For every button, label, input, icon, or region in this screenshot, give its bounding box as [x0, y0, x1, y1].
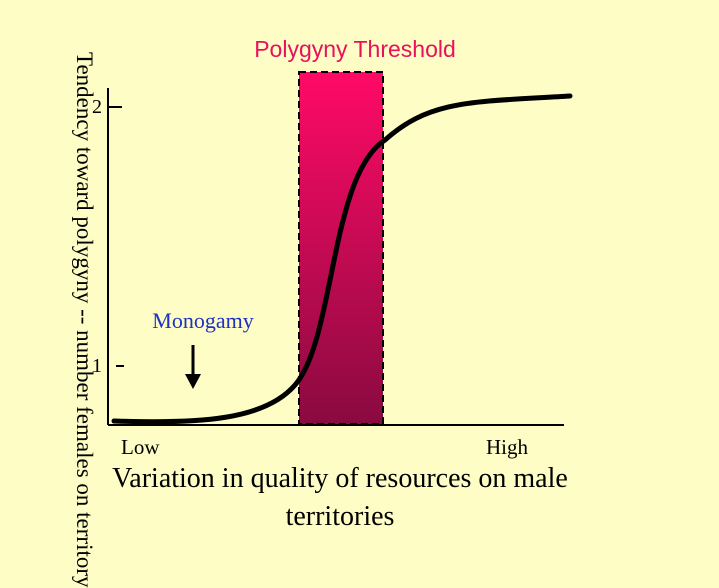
diagram-canvas: 2 1 Polygyny Threshold Monogamy Low High… [72, 36, 573, 588]
polygyny-curve [111, 93, 573, 425]
polygyny-threshold-box [298, 71, 384, 425]
x-tick-label-low: Low [121, 435, 160, 459]
x-tick-label-high: High [486, 435, 529, 459]
y-tick-label-two: 2 [92, 96, 102, 118]
polygyny-threshold-label: Polygyny Threshold [254, 36, 456, 62]
x-axis-label: Variation in quality of resources on mal… [112, 463, 568, 532]
y-tick-label-one: 1 [92, 355, 102, 377]
monogamy-arrow-head [185, 374, 201, 389]
diagram-svg: 2 1 Polygyny Threshold Monogamy Low High [92, 36, 573, 459]
monogamy-label: Monogamy [152, 308, 253, 333]
y-axis-label: Tendency toward polygyny -- number femal… [72, 52, 97, 588]
